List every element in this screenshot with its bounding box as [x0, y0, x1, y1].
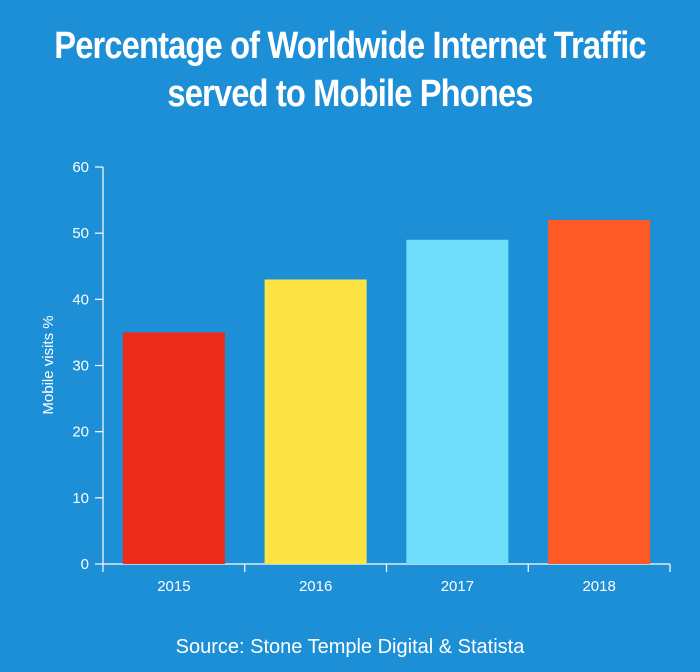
y-tick-label: 20 [72, 424, 89, 441]
y-tick-label: 30 [72, 358, 89, 375]
y-tick-label: 40 [72, 291, 89, 308]
x-axis: 2015 2016 2017 2018 [102, 563, 671, 595]
x-tick-label: 2016 [299, 578, 332, 595]
x-tick-label: 2017 [441, 578, 474, 595]
y-tick-label: 50 [72, 225, 89, 242]
bar-2018 [548, 219, 651, 564]
bars [122, 219, 651, 565]
chart-title: Percentage of Worldwide Internet Traffic… [49, 22, 651, 118]
bar-2016 [264, 279, 367, 564]
source-note: Source: Stone Temple Digital & Statista [175, 636, 525, 658]
bar-2015 [122, 332, 225, 564]
x-tick-label: 2015 [157, 578, 190, 595]
y-tick-label: 10 [72, 490, 89, 507]
y-tick-label: 60 [72, 159, 89, 176]
y-tick-label: 0 [81, 556, 89, 573]
x-tick-label: 2018 [582, 578, 615, 595]
y-axis-label: Mobile visits % [40, 315, 57, 414]
chart-title-line-2: served to Mobile Phones [167, 73, 533, 115]
chart-title-line-1: Percentage of Worldwide Internet Traffic [54, 25, 646, 67]
bar-2017 [406, 239, 509, 565]
y-axis: 0 10 20 30 40 50 60 [72, 159, 104, 573]
